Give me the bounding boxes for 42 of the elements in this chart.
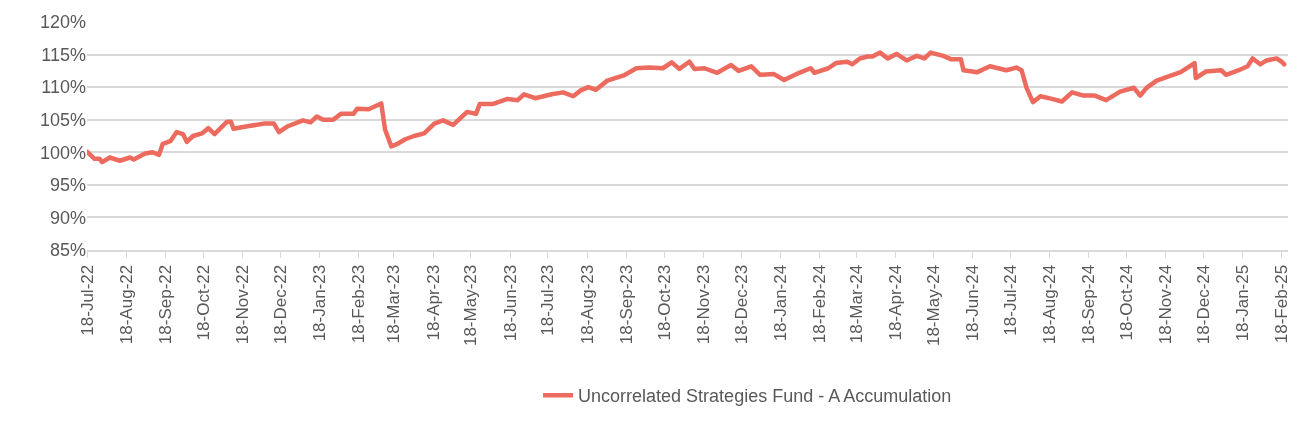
x-tick-label: 18-Mar-23 xyxy=(384,264,404,344)
legend-label: Uncorrelated Strategies Fund - A Accumulation xyxy=(578,386,952,407)
x-tick-label: 18-Jul-24 xyxy=(1000,264,1020,336)
y-tick-label: 110% xyxy=(41,77,86,98)
x-tick-label: 18-Feb-23 xyxy=(349,264,369,344)
y-tick-label: 100% xyxy=(39,142,86,163)
y-tick-label: 120% xyxy=(39,12,86,33)
line-series xyxy=(87,50,1287,165)
x-tick-label: 18-Apr-23 xyxy=(423,264,443,341)
x-tick-label: 18-Dec-24 xyxy=(1193,264,1213,345)
x-tick-label: 18-Apr-24 xyxy=(885,264,905,341)
x-tick-label: 18-Sep-24 xyxy=(1078,264,1098,345)
x-tick-label: 18-Nov-23 xyxy=(693,264,713,345)
y-tick-label: 90% xyxy=(49,207,86,228)
x-tick-label: 18-Aug-24 xyxy=(1039,264,1059,345)
x-tick-label: 18-Jun-24 xyxy=(962,264,982,342)
x-tick-label: 18-Nov-22 xyxy=(232,264,252,345)
y-tick-label: 115% xyxy=(41,44,86,65)
x-tick-label: 18-Dec-23 xyxy=(731,264,751,345)
x-tick-label: 18-Jul-23 xyxy=(538,264,558,336)
x-tick-label: 18-Feb-25 xyxy=(1272,264,1292,344)
x-tick-label: 18-Feb-24 xyxy=(809,264,829,344)
y-tick-label: 105% xyxy=(39,110,86,131)
x-tick-label: 18-Oct-22 xyxy=(193,264,213,341)
x-tick-label: 18-Jan-23 xyxy=(309,264,329,342)
x-tick-label: 18-Jan-24 xyxy=(770,264,790,342)
x-tick-label: 18-May-24 xyxy=(923,264,943,347)
x-tick-label: 18-Aug-22 xyxy=(116,264,136,345)
x-tick-label: 18-Sep-22 xyxy=(155,264,175,345)
x-tick-label: 18-Nov-24 xyxy=(1156,264,1176,345)
x-tick-label: 18-Oct-24 xyxy=(1116,264,1136,341)
x-tick-label: 18-Dec-22 xyxy=(270,264,290,345)
x-tick-label: 18-Oct-23 xyxy=(654,264,674,341)
x-tick-label: 18-Sep-23 xyxy=(616,264,636,345)
y-tick-label: 85% xyxy=(49,240,86,261)
x-tick-label: 18-Aug-23 xyxy=(577,264,597,345)
x-tick-label: 18-Mar-24 xyxy=(846,264,866,344)
x-tick-label: 18-May-23 xyxy=(461,264,481,347)
y-tick-label: 95% xyxy=(49,175,86,196)
x-tick-label: 18-Jul-22 xyxy=(77,264,97,336)
x-tick-label: 18-Jan-25 xyxy=(1233,264,1253,342)
x-tick-label: 18-Jun-23 xyxy=(500,264,520,342)
